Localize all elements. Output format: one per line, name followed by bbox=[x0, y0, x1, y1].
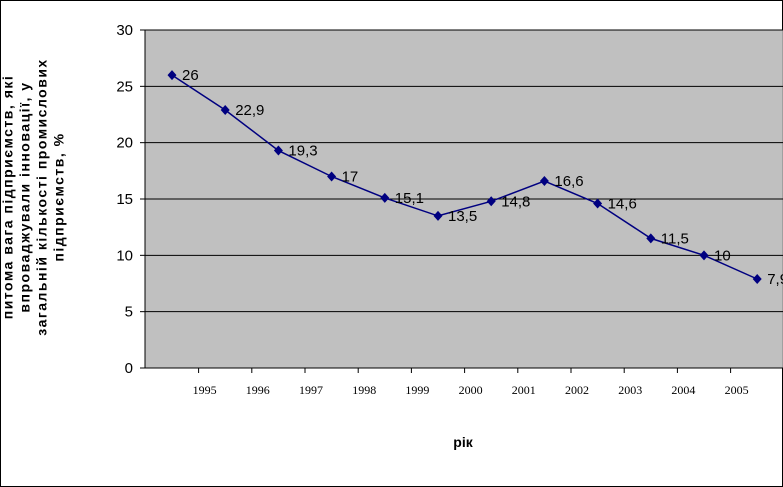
x-tick-label: 1999 bbox=[405, 383, 429, 397]
x-tick-label: 1997 bbox=[299, 383, 323, 397]
data-point bbox=[273, 145, 283, 156]
series-markers bbox=[167, 70, 762, 284]
x-tick-label: 1996 bbox=[246, 383, 270, 397]
gridlines bbox=[145, 29, 783, 313]
data-point bbox=[433, 210, 443, 221]
y-axis-title-line: загальній кількості промислових bbox=[34, 58, 50, 335]
data-label: 10 bbox=[714, 247, 731, 264]
x-tick-label: 2003 bbox=[618, 383, 642, 397]
x-tick-label: 2001 bbox=[512, 383, 536, 397]
data-label: 11,5 bbox=[661, 230, 689, 247]
y-axis-title-line: підприємств, % bbox=[51, 132, 67, 261]
x-tick-label: 2005 bbox=[725, 383, 749, 397]
y-tick-label: 15 bbox=[116, 191, 133, 208]
y-tick-label: 5 bbox=[125, 304, 133, 321]
data-label: 17 bbox=[342, 168, 359, 185]
data-point bbox=[752, 273, 762, 284]
y-axis-title: питома вага підприємств, які впроваджувал… bbox=[0, 58, 67, 335]
y-tick-label: 20 bbox=[116, 135, 133, 152]
data-point bbox=[539, 175, 549, 186]
data-label: 26 bbox=[182, 67, 199, 84]
data-labels: 26 22,9 19,3 17 15,1 13,5 14,8 16,6 14,6 11,5 10 7,… bbox=[182, 67, 783, 288]
y-tick-label: 10 bbox=[116, 247, 133, 264]
x-tick-label: 2004 bbox=[671, 383, 695, 397]
y-tick-label: 30 bbox=[116, 22, 133, 39]
y-axis-title-line: впроваджували інновації, у bbox=[17, 81, 33, 312]
data-label: 14,8 bbox=[501, 193, 530, 210]
data-point bbox=[646, 233, 656, 244]
data-label: 16,6 bbox=[554, 173, 583, 190]
y-axis-title-line: питома вага підприємств, які bbox=[0, 75, 16, 320]
data-label: 15,1 bbox=[395, 190, 424, 207]
data-point bbox=[327, 171, 337, 182]
x-tick-label: 1998 bbox=[352, 383, 376, 397]
data-label: 22,9 bbox=[235, 102, 264, 119]
data-label: 14,6 bbox=[608, 196, 637, 213]
series-line bbox=[171, 74, 758, 280]
x-tick-label: 2000 bbox=[459, 383, 483, 397]
data-point bbox=[220, 104, 230, 115]
y-ticks: 0 5 10 15 20 25 30 bbox=[116, 22, 145, 377]
data-point bbox=[699, 250, 709, 261]
x-axis-title: рік bbox=[453, 434, 473, 450]
data-point bbox=[486, 196, 496, 207]
data-point bbox=[167, 70, 177, 81]
x-tick-label: 2002 bbox=[565, 383, 589, 397]
x-ticks: 1995 1996 1997 1998 1999 2000 2001 2002 2003 2004… bbox=[193, 368, 749, 397]
y-tick-label: 25 bbox=[116, 78, 133, 95]
x-tick-label: 1995 bbox=[193, 383, 217, 397]
data-label: 19,3 bbox=[288, 143, 317, 160]
data-label: 13,5 bbox=[448, 208, 477, 225]
data-label: 7,9 bbox=[767, 271, 783, 288]
data-point bbox=[380, 192, 390, 203]
y-tick-label: 0 bbox=[125, 360, 133, 377]
data-point bbox=[593, 198, 603, 209]
